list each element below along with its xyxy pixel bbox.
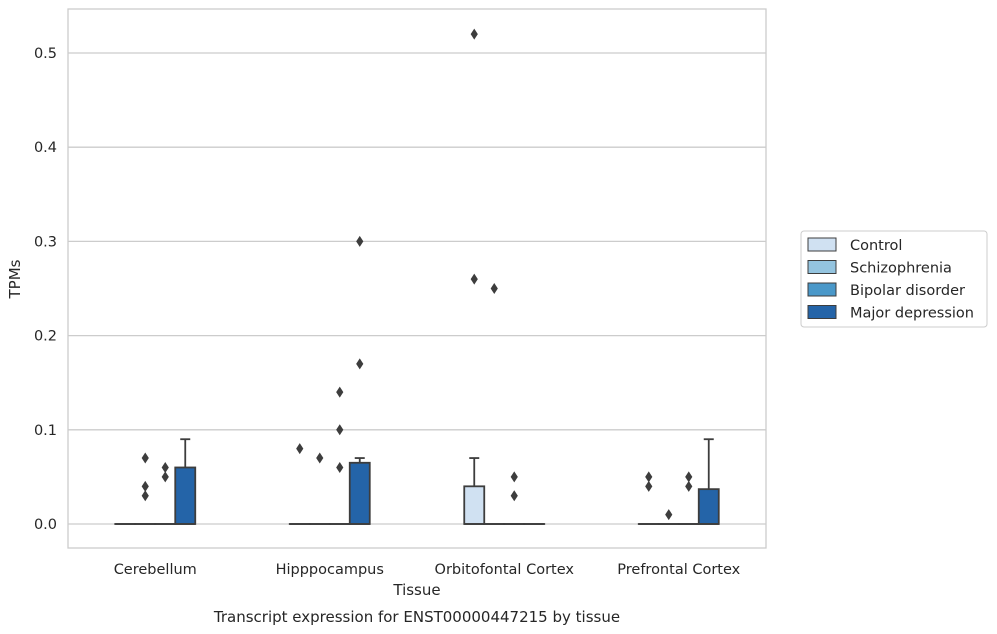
y-tick-label: 0.5 — [34, 46, 57, 62]
outlier-point — [490, 283, 498, 294]
x-tick-label: Orbitofontal Cortex — [435, 562, 575, 578]
chart-caption: Transcript expression for ENST0000044721… — [213, 608, 620, 626]
x-tick-label: Cerebellum — [114, 562, 197, 578]
legend-frame — [800, 230, 988, 328]
y-tick-label: 0.4 — [34, 140, 57, 156]
box-control — [288, 443, 311, 525]
legend-label: Bipolar disorder — [850, 283, 965, 299]
legend-label: Major depression — [850, 306, 974, 322]
box-major-depression — [348, 235, 371, 525]
y-tick-label: 0.2 — [34, 329, 57, 345]
x-axis-label: Tissue — [392, 581, 440, 599]
outlier-point — [510, 471, 518, 483]
legend: Control Schizophrenia Bipolar disorder Majo… — [800, 230, 988, 328]
legend-swatch — [807, 282, 837, 297]
outlier-point — [316, 452, 324, 464]
box-body — [697, 488, 720, 525]
outlier-point — [356, 358, 364, 370]
outlier-point — [336, 386, 344, 398]
legend-label: Control — [850, 238, 902, 254]
legend-swatch — [807, 260, 837, 274]
box-groups — [114, 28, 720, 525]
y-axis-ticks: 0.0 0.1 0.2 0.3 0.4 0.5 — [34, 46, 57, 533]
legend-swatch — [807, 237, 837, 252]
outlier-point — [470, 28, 478, 40]
outlier-point — [356, 235, 364, 247]
outlier-point — [141, 490, 149, 502]
outlier-point — [161, 461, 169, 473]
box-bipolar-disorder — [503, 471, 526, 525]
box-schizophrenia — [308, 452, 331, 525]
outlier-point — [665, 509, 673, 521]
x-axis-ticks: Cerebellum Hipppocampus Orbitofontal Corte… — [114, 562, 741, 578]
y-tick-label: 0.1 — [34, 423, 57, 439]
outlier-point — [161, 471, 169, 483]
outlier-point — [645, 471, 653, 483]
legend-label: Schizophrenia — [850, 261, 952, 277]
box-body — [174, 466, 197, 525]
box-control — [463, 28, 486, 525]
y-axis-label: TPMs — [6, 259, 24, 299]
plot-frame — [67, 8, 767, 549]
x-tick-label: Hipppocampus — [276, 562, 384, 578]
box-bipolar-disorder — [328, 386, 351, 525]
outlier-point — [296, 443, 304, 455]
outlier-point — [470, 273, 478, 285]
outlier-point — [336, 424, 344, 436]
y-tick-label: 0.3 — [34, 234, 57, 250]
y-tick-label: 0.0 — [34, 517, 57, 533]
outlier-point — [685, 480, 693, 492]
legend-swatch — [807, 305, 837, 319]
box-major-depression — [174, 438, 197, 525]
outlier-point — [685, 471, 693, 483]
box-schizophrenia — [134, 452, 157, 525]
outlier-point — [141, 480, 149, 492]
box-body — [348, 461, 371, 525]
x-tick-label: Prefrontal Cortex — [617, 562, 740, 578]
outlier-point — [645, 480, 653, 492]
box-body — [463, 485, 486, 525]
outlier-point — [141, 452, 149, 464]
outlier-point — [336, 461, 344, 473]
box-major-depression — [697, 438, 720, 525]
plot-area — [68, 9, 766, 548]
outlier-point — [510, 490, 518, 502]
